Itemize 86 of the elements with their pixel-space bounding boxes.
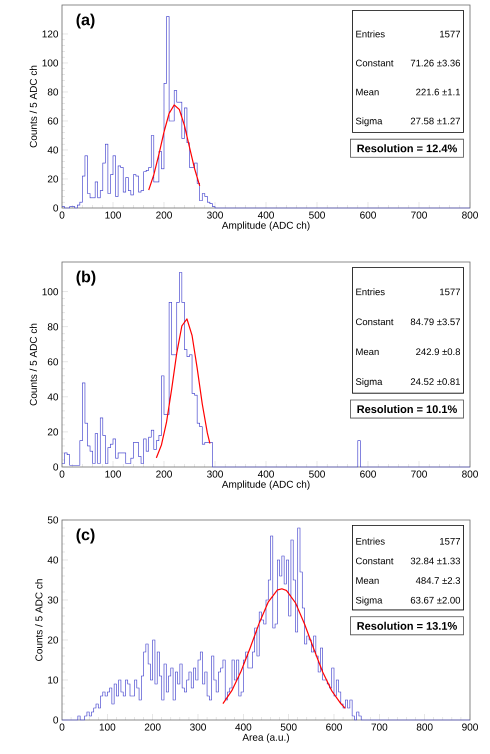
annotation: Entries — [356, 288, 385, 296]
x-tick-label: 400 — [258, 212, 274, 219]
annotation: 221.6 ±1.1 — [416, 88, 460, 96]
annotation: 242.9 ±0.8 — [416, 348, 460, 356]
annotation: Resolution = 13.1% — [357, 622, 457, 630]
x-tick-label: 200 — [144, 724, 161, 731]
x-tick-label: 0 — [60, 724, 64, 731]
x-tick-label: 800 — [462, 470, 478, 478]
y-tick-label: 80 — [48, 88, 58, 96]
y-tick-label: 50 — [48, 516, 58, 524]
y-tick-label: 100 — [42, 288, 58, 296]
x-tick-label: 400 — [235, 724, 252, 731]
x-tick-label: 700 — [411, 470, 427, 478]
annotation: Sigma — [356, 117, 382, 126]
annotation: Mean — [356, 348, 379, 356]
x-tick-label: 800 — [462, 212, 478, 219]
x-tick-label: 0 — [60, 470, 64, 478]
y-axis-title: Counts / 5 ADC ch — [35, 579, 42, 661]
x-tick-label: 300 — [207, 470, 223, 478]
x-tick-label: 800 — [416, 724, 433, 731]
annotation: Entries — [356, 30, 385, 38]
x-tick-label: 600 — [326, 724, 342, 731]
annotation: 1577 — [440, 538, 460, 545]
annotation: Entries — [356, 538, 385, 545]
y-axis-title: Counts / 5 ADC ch — [30, 66, 37, 148]
y-tick-label: 0 — [53, 463, 58, 471]
line-series — [148, 104, 200, 191]
annotation: Resolution = 12.4% — [357, 144, 457, 152]
y-tick-label: 120 — [42, 30, 58, 38]
y-tick-label: 40 — [48, 556, 58, 564]
annotation: Constant — [356, 318, 394, 326]
annotation: Mean — [356, 577, 379, 584]
x-tick-label: 500 — [309, 470, 325, 478]
x-axis-title: Area (a.u.) — [242, 733, 289, 743]
annotation: 1577 — [440, 30, 460, 38]
x-tick-label: 100 — [105, 470, 121, 478]
annotation: (a) — [76, 14, 94, 29]
y-tick-label: 60 — [48, 358, 58, 366]
y-tick-label: 60 — [48, 117, 58, 125]
y-tick-label: 80 — [48, 323, 58, 330]
x-tick-label: 200 — [156, 212, 172, 219]
y-tick-label: 30 — [48, 596, 58, 604]
annotation: 32.84 ±1.33 — [410, 558, 460, 564]
y-tick-label: 40 — [48, 393, 58, 400]
y-axis-title: Counts / 5 ADC ch — [30, 324, 37, 406]
x-tick-label: 600 — [360, 470, 376, 478]
y-tick-label: 0 — [53, 716, 58, 724]
annotation: 484.7 ±2.3 — [416, 577, 460, 584]
x-tick-label: 0 — [60, 212, 64, 219]
annotation: 84.79 ±3.57 — [410, 318, 460, 326]
x-tick-label: 700 — [372, 724, 388, 731]
x-axis-title: Amplitude (ADC ch) — [222, 221, 310, 231]
y-tick-label: 20 — [48, 636, 58, 644]
x-tick-label: 700 — [411, 212, 427, 219]
y-tick-label: 100 — [42, 59, 58, 67]
annotation: 63.67 ±2.00 — [410, 596, 460, 604]
x-tick-label: 500 — [309, 212, 325, 219]
x-tick-label: 600 — [360, 212, 376, 219]
y-tick-label: 40 — [48, 146, 58, 154]
annotation: (b) — [76, 270, 96, 286]
y-tick-label: 20 — [48, 428, 58, 436]
line-series — [156, 318, 210, 458]
x-tick-label: 500 — [280, 724, 297, 731]
y-tick-label: 10 — [48, 676, 58, 684]
annotation: Constant — [356, 60, 394, 66]
line-series — [222, 588, 346, 709]
x-tick-label: 100 — [105, 212, 121, 219]
annotation: Sigma — [356, 596, 382, 606]
y-tick-label: 0 — [53, 204, 58, 212]
annotation: Mean — [356, 88, 379, 96]
annotation: (c) — [76, 528, 94, 544]
annotation: Constant — [356, 558, 394, 564]
x-tick-label: 200 — [156, 470, 172, 478]
annotation: 1577 — [440, 288, 460, 296]
x-tick-label: 300 — [190, 724, 206, 731]
x-tick-label: 900 — [462, 724, 478, 731]
x-tick-label: 100 — [100, 724, 116, 731]
annotation: 71.26 ±3.36 — [410, 60, 460, 66]
annotation: Sigma — [356, 378, 382, 387]
x-axis-title: Amplitude (ADC ch) — [222, 480, 310, 490]
y-tick-label: 20 — [48, 175, 58, 183]
x-tick-label: 300 — [207, 212, 223, 219]
annotation: Resolution = 10.1% — [357, 405, 457, 414]
annotation: 24.52 ±0.81 — [410, 378, 460, 386]
annotation: 27.58 ±1.27 — [410, 118, 460, 124]
x-tick-label: 400 — [258, 470, 274, 478]
